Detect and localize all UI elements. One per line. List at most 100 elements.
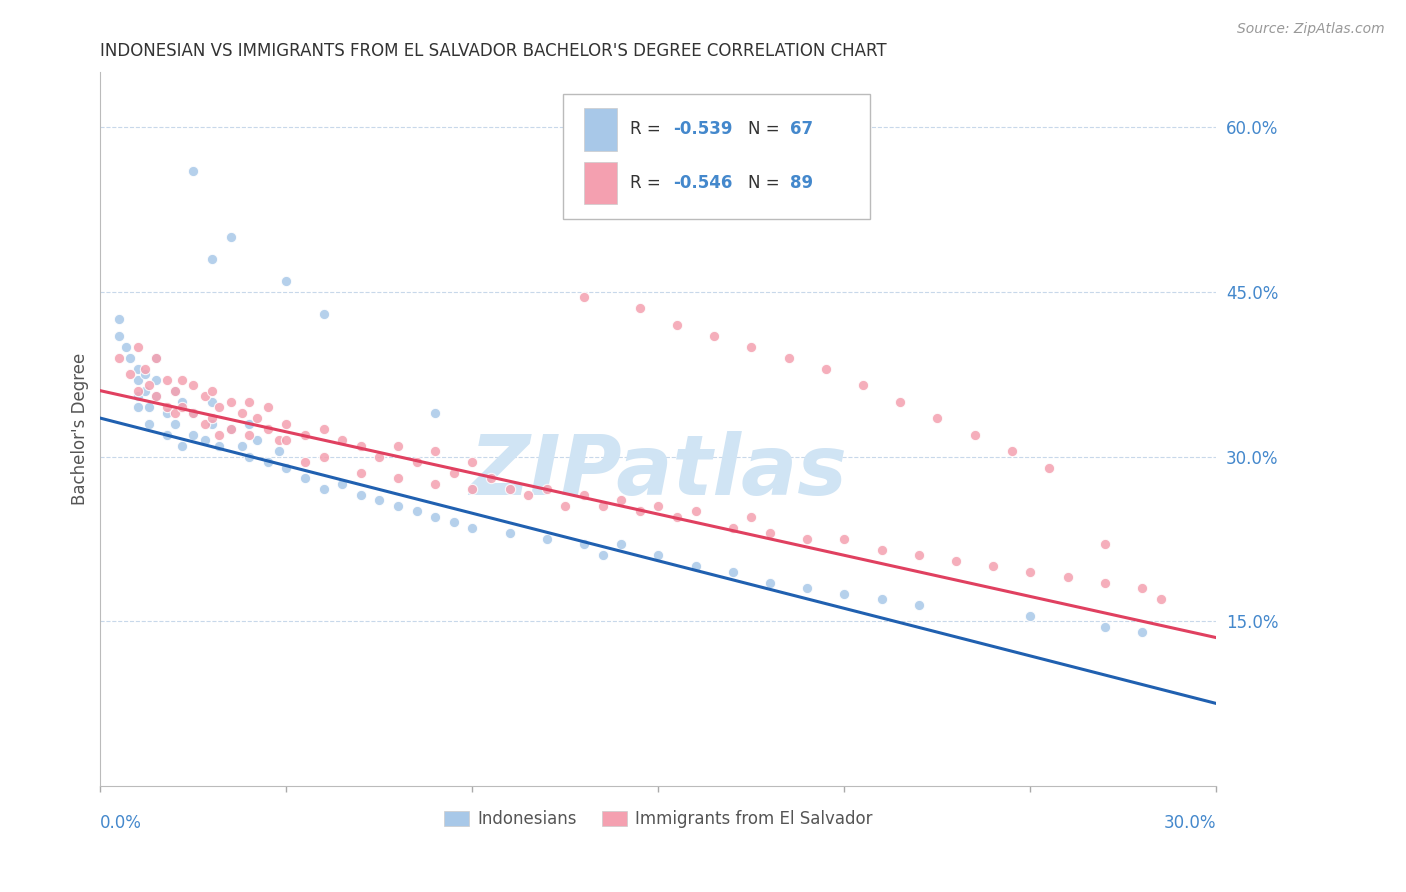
Text: ZIPatlas: ZIPatlas: [470, 432, 848, 512]
Point: [443, 516, 465, 530]
Point: [312, 450, 335, 464]
Point: [145, 351, 167, 365]
Point: [368, 493, 391, 508]
Point: [201, 384, 224, 398]
Text: 0.0%: 0.0%: [100, 814, 142, 832]
Point: [238, 417, 260, 431]
Point: [276, 417, 298, 431]
Point: [572, 488, 595, 502]
Point: [256, 455, 278, 469]
Text: N =: N =: [748, 120, 785, 138]
Bar: [583, 161, 617, 204]
Point: [1094, 537, 1116, 551]
Point: [423, 444, 446, 458]
Text: Source: ZipAtlas.com: Source: ZipAtlas.com: [1237, 22, 1385, 37]
Point: [108, 328, 131, 343]
Point: [814, 361, 837, 376]
Point: [685, 559, 707, 574]
Point: [796, 532, 818, 546]
Point: [963, 427, 986, 442]
Point: [443, 466, 465, 480]
Text: -0.539: -0.539: [673, 120, 733, 138]
Point: [208, 427, 231, 442]
Point: [628, 301, 651, 316]
Point: [256, 422, 278, 436]
Point: [685, 504, 707, 518]
Point: [183, 406, 205, 420]
Point: [387, 439, 409, 453]
Point: [256, 400, 278, 414]
Point: [183, 427, 205, 442]
Point: [945, 554, 967, 568]
Point: [134, 361, 156, 376]
Point: [163, 384, 186, 398]
Point: [231, 406, 253, 420]
Point: [870, 542, 893, 557]
Point: [276, 274, 298, 288]
Point: [405, 504, 427, 518]
Point: [134, 384, 156, 398]
Point: [183, 164, 205, 178]
Point: [1056, 570, 1078, 584]
Point: [294, 455, 316, 469]
Point: [927, 411, 949, 425]
Point: [759, 526, 782, 541]
Point: [423, 406, 446, 420]
Text: 89: 89: [790, 174, 813, 192]
Point: [163, 384, 186, 398]
Point: [665, 509, 688, 524]
Point: [461, 455, 484, 469]
Point: [294, 471, 316, 485]
Point: [536, 532, 558, 546]
Point: [498, 526, 520, 541]
Point: [245, 433, 267, 447]
Point: [138, 378, 160, 392]
Point: [423, 509, 446, 524]
Point: [145, 351, 167, 365]
Point: [127, 361, 149, 376]
Point: [1001, 444, 1024, 458]
Point: [796, 581, 818, 595]
Point: [852, 378, 875, 392]
Point: [572, 537, 595, 551]
Point: [870, 592, 893, 607]
Point: [145, 389, 167, 403]
Point: [231, 439, 253, 453]
Point: [330, 477, 353, 491]
Point: [238, 427, 260, 442]
Point: [267, 444, 290, 458]
Point: [219, 422, 242, 436]
Point: [108, 312, 131, 326]
Point: [219, 230, 242, 244]
Point: [201, 417, 224, 431]
Point: [1130, 625, 1153, 640]
Point: [193, 433, 215, 447]
Point: [245, 411, 267, 425]
Point: [208, 400, 231, 414]
Point: [201, 394, 224, 409]
Point: [1094, 575, 1116, 590]
Point: [647, 549, 669, 563]
Point: [156, 406, 179, 420]
Text: INDONESIAN VS IMMIGRANTS FROM EL SALVADOR BACHELOR'S DEGREE CORRELATION CHART: INDONESIAN VS IMMIGRANTS FROM EL SALVADO…: [100, 42, 887, 60]
Point: [387, 471, 409, 485]
Point: [127, 340, 149, 354]
Point: [592, 499, 614, 513]
Point: [536, 483, 558, 497]
Point: [907, 549, 929, 563]
Point: [120, 351, 142, 365]
Point: [208, 439, 231, 453]
Point: [610, 537, 633, 551]
Point: [145, 373, 167, 387]
Point: [721, 565, 744, 579]
Text: -0.546: -0.546: [673, 174, 733, 192]
Point: [127, 400, 149, 414]
Point: [554, 499, 576, 513]
Point: [219, 394, 242, 409]
Point: [1019, 608, 1042, 623]
Point: [350, 488, 373, 502]
Point: [703, 328, 725, 343]
Point: [145, 389, 167, 403]
Point: [219, 422, 242, 436]
Point: [312, 483, 335, 497]
